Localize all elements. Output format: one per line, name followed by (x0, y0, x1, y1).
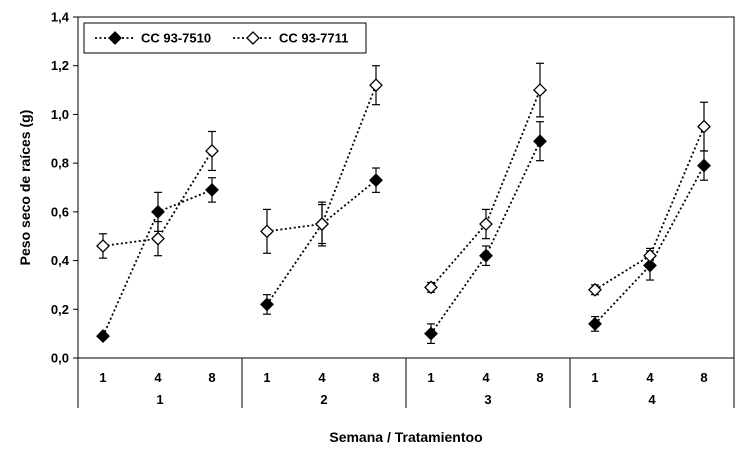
x-axis-title: Semana / Tratamientoo (329, 429, 482, 445)
y-axis-title: Peso seco de raíces (g) (17, 110, 33, 266)
data-point (588, 316, 602, 331)
series-1 (96, 121, 711, 344)
data-point (369, 173, 383, 188)
series-line (594, 165, 705, 325)
data-point (424, 280, 438, 295)
y-axis: 0,0 0,2 0,4 0,6 0,8 1,0 1,2 1,4 (51, 10, 78, 366)
data-point (533, 134, 547, 149)
series-layer (96, 62, 711, 344)
data-point (533, 83, 547, 97)
legend: CC 93-7510 CC 93-7711 (83, 22, 367, 54)
data-point (369, 78, 383, 93)
x-tick-label: 1 (591, 370, 598, 385)
legend-marker (246, 31, 260, 45)
x-group-label: 1 (156, 392, 163, 407)
x-tick-label: 4 (646, 370, 654, 385)
data-point (205, 183, 219, 197)
series-2 (96, 62, 711, 297)
y-tick-label: 0,4 (51, 253, 70, 268)
data-point (697, 119, 711, 134)
y-tick-label: 0,0 (51, 351, 69, 366)
x-tick-label: 8 (700, 370, 707, 385)
legend-label: CC 93-7510 (141, 31, 211, 46)
x-axis: 1 4 811 4 821 4 831 4 84 (77, 358, 735, 408)
data-point (151, 204, 165, 219)
data-point (96, 329, 110, 343)
y-tick-label: 1,0 (51, 107, 69, 122)
legend-marker (108, 31, 122, 45)
y-tick-label: 1,4 (51, 10, 70, 25)
x-tick-label: 8 (536, 370, 543, 385)
data-point (260, 297, 274, 312)
series-line (266, 179, 377, 305)
legend-items: CC 93-7510 CC 93-7711 (95, 31, 348, 46)
x-tick-label: 1 (263, 370, 270, 385)
plot-border (77, 16, 735, 359)
series-line (430, 89, 541, 288)
x-tick-label: 1 (99, 370, 106, 385)
y-tick-label: 0,8 (51, 156, 69, 171)
x-group-label: 4 (648, 392, 656, 407)
data-point (315, 217, 329, 231)
data-point (479, 248, 493, 263)
x-tick-label: 1 (427, 370, 434, 385)
plot-area (77, 16, 735, 359)
x-tick-label: 8 (208, 370, 215, 385)
data-point (205, 144, 219, 158)
data-point (151, 231, 165, 246)
y-tick-label: 0,2 (51, 302, 69, 317)
x-group-label: 3 (484, 392, 491, 407)
data-point (96, 239, 110, 253)
data-point (260, 224, 274, 239)
y-tick-label: 1,2 (51, 58, 69, 73)
x-group-label: 2 (320, 392, 327, 407)
x-tick-label: 8 (372, 370, 379, 385)
data-point (588, 282, 602, 297)
data-point (697, 158, 711, 173)
legend-label: CC 93-7711 (279, 31, 348, 46)
x-tick-label: 4 (482, 370, 490, 385)
data-point (424, 326, 438, 341)
x-tick-label: 4 (154, 370, 162, 385)
data-point (643, 248, 657, 263)
y-tick-label: 0,6 (51, 204, 69, 219)
data-point (479, 217, 493, 231)
x-tick-label: 4 (318, 370, 326, 385)
